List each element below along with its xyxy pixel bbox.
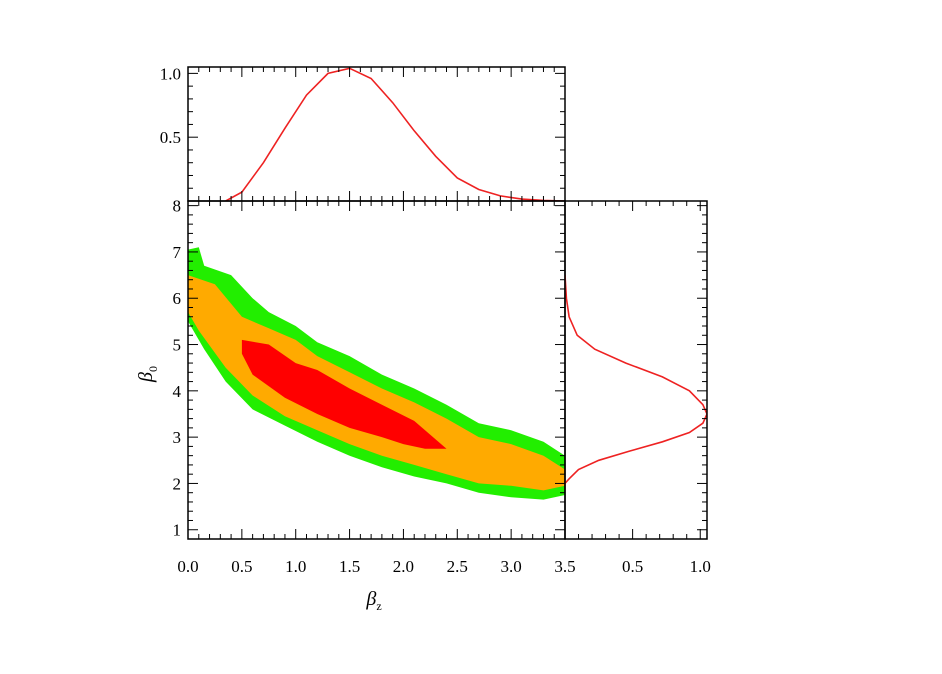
- y-tick-label: 3: [173, 428, 182, 447]
- y-axis-label: β0: [135, 366, 160, 383]
- x-tick-labels: 0.0 0.5 1.0 1.5 2.0 2.5 3.0 3.5: [177, 557, 575, 576]
- joint-panel: 0.0 0.5 1.0 1.5 2.0 2.5 3.0 3.5 1 2 3 4 5 6 7 8 βz β0: [135, 197, 576, 613]
- x-tick-label: 2.5: [447, 557, 468, 576]
- x-tick-label: 2.0: [393, 557, 414, 576]
- top-marginal-curve: [225, 67, 565, 201]
- y-tick-label: 1: [173, 521, 182, 540]
- y-tick-label: 8: [173, 197, 182, 216]
- top-y-tick-label: 1.0: [160, 64, 181, 83]
- top-marginal-ticks: [187, 67, 566, 201]
- y-tick-label: 4: [173, 382, 182, 401]
- joint-axis-ticks: [187, 201, 566, 539]
- contour-region-middle: [188, 275, 565, 491]
- x-tick-label: 0.5: [231, 557, 252, 576]
- top-y-tick-label: 0.5: [160, 128, 181, 147]
- right-x-tick-label: 1.0: [690, 557, 711, 576]
- y-tick-label: 6: [173, 289, 182, 308]
- x-tick-label: 1.5: [339, 557, 360, 576]
- right-marginal-ticks: [578, 201, 707, 539]
- right-x-tick-label: 0.5: [622, 557, 643, 576]
- y-tick-label: 7: [173, 243, 182, 262]
- y-tick-labels: 1 2 3 4 5 6 7 8: [173, 197, 182, 540]
- x-tick-label: 3.5: [554, 557, 575, 576]
- x-tick-label: 1.0: [285, 557, 306, 576]
- x-axis-label: βz: [365, 588, 381, 613]
- x-tick-label: 0.0: [177, 557, 198, 576]
- top-marginal-y-tick-labels: 0.5 1.0: [160, 64, 181, 147]
- right-marginal-curve: [565, 275, 707, 484]
- right-marginal-panel: 0.5 1.0: [564, 200, 711, 576]
- top-marginal-panel: 0.5 1.0: [160, 64, 566, 202]
- right-marginal-line: [565, 275, 707, 484]
- right-marginal-x-tick-labels: 0.5 1.0: [622, 557, 711, 576]
- right-marginal-frame: [564, 200, 708, 540]
- top-marginal-frame: [187, 66, 566, 202]
- y-tick-label: 5: [173, 336, 182, 355]
- contour-regions: [188, 247, 565, 500]
- y-tick-label: 2: [173, 474, 182, 493]
- x-tick-label: 3.0: [501, 557, 522, 576]
- contour-region-inner: [241, 339, 447, 449]
- top-marginal-line: [225, 67, 565, 201]
